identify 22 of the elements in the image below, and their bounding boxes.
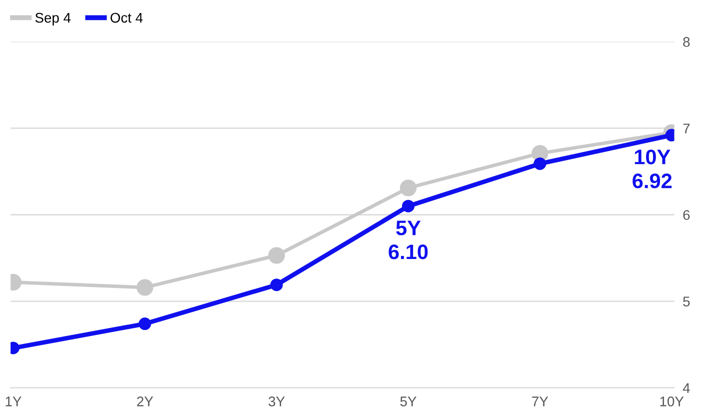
y-tick-label: 8: [683, 37, 690, 47]
x-tick-label: 1Y: [6, 396, 22, 406]
point: [136, 279, 154, 296]
point: [400, 180, 417, 196]
legend-label: Oct 4: [110, 12, 143, 23]
point: [138, 318, 152, 330]
y-tick-label: 5: [683, 296, 690, 306]
point: [402, 200, 414, 212]
point: [270, 278, 283, 292]
x-tick-label: 2Y: [137, 396, 154, 406]
legend-label: Sep 4: [35, 12, 71, 26]
point: [534, 157, 546, 170]
annotation: 5Y 6.10: [388, 220, 428, 260]
y-tick-label: 6: [683, 210, 690, 220]
x-tick-label: 3Y: [268, 396, 285, 406]
y-tick-label: 4: [682, 383, 690, 393]
x-tick-label: 5Y: [400, 396, 416, 406]
annotation: 10Y 6.92: [632, 150, 672, 188]
x-tick-label: 10Y: [660, 396, 684, 406]
x-tick-label: 7Y: [532, 396, 548, 406]
y-tick-label: 7: [683, 124, 690, 134]
point: [268, 247, 285, 264]
